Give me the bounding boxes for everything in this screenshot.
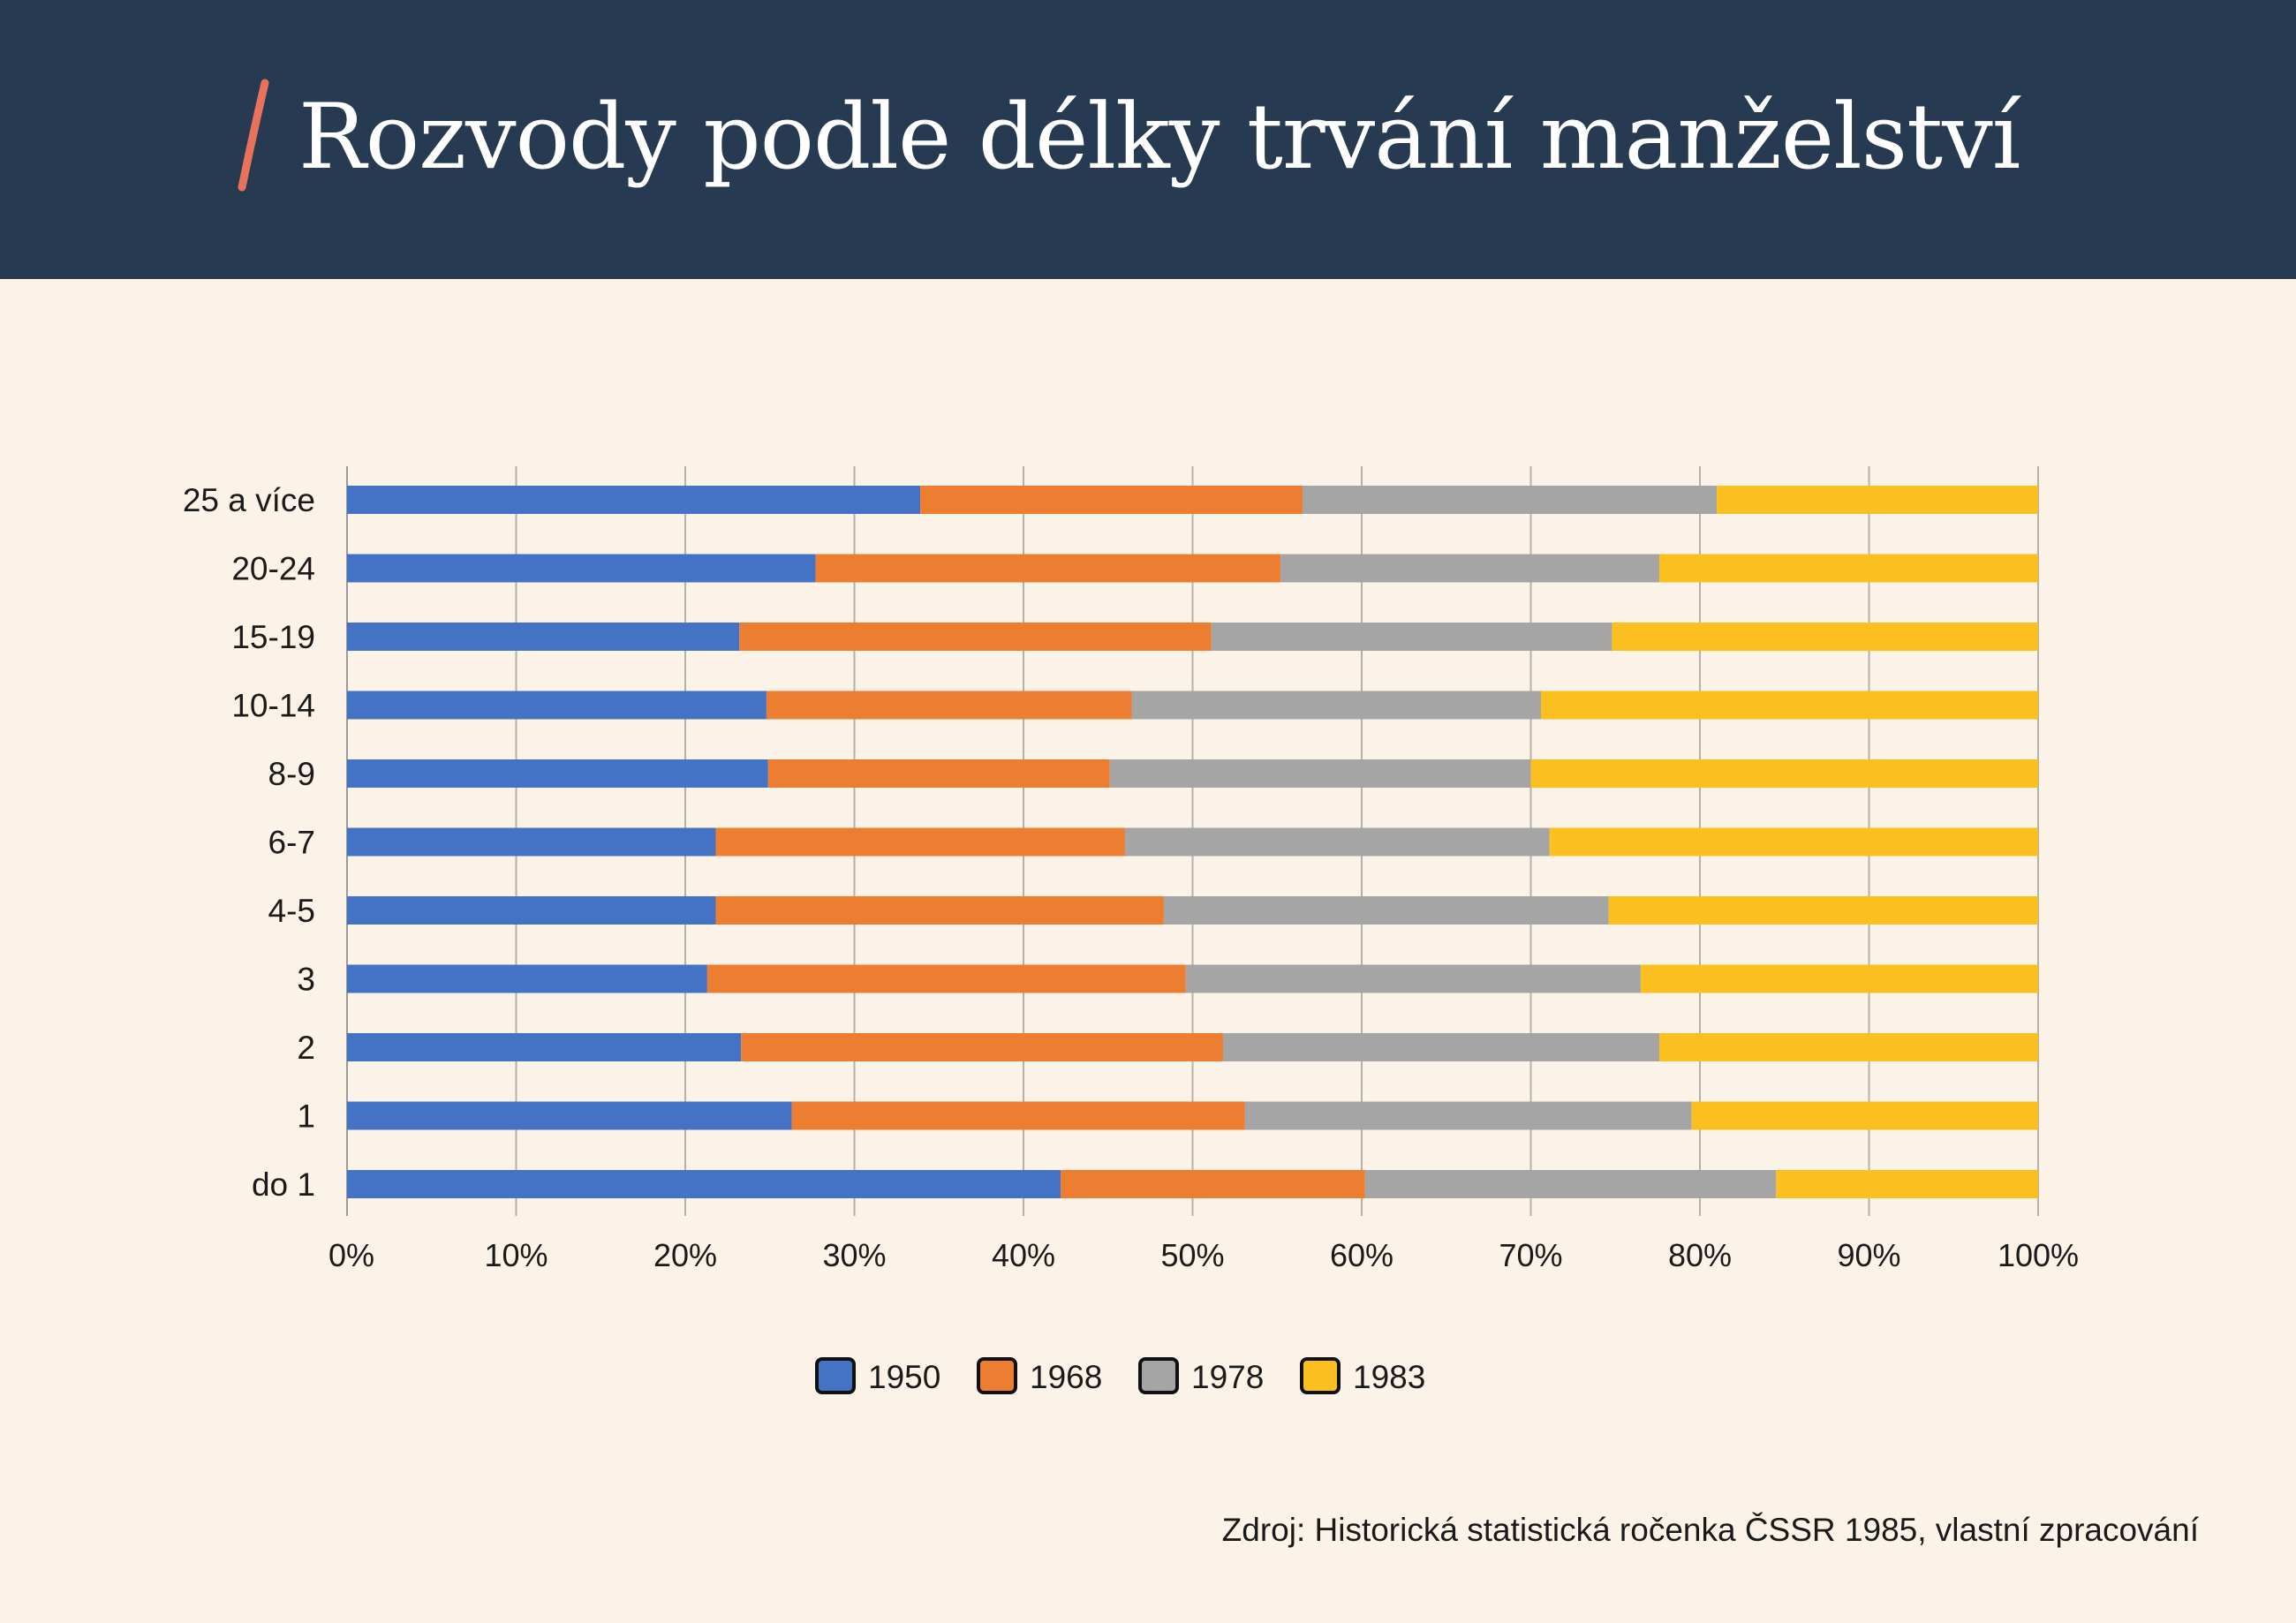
legend-swatch-1968 [977, 1357, 1017, 1394]
bar-segment-1950 [347, 759, 768, 788]
x-tick-label: 60% [1330, 1237, 1393, 1273]
bar-segment-1983 [1691, 1101, 2038, 1130]
x-tick-label: 80% [1668, 1237, 1732, 1273]
bar-segment-1983 [1540, 691, 2038, 720]
bar-segment-1978 [1211, 623, 1612, 651]
bar-segment-1968 [706, 964, 1186, 993]
y-category-label: 6-7 [268, 825, 315, 861]
bar-segment-1978 [1222, 1033, 1660, 1061]
bar-segment-1983 [1549, 827, 2038, 857]
stacked-bar-chart: 0% 10% 20% 30% 40% 50% 60% 70% 80% 90% 100% 25 a ví… [183, 466, 2079, 1395]
x-tick-label: 20% [653, 1237, 717, 1273]
bar-segment-1968 [766, 691, 1132, 720]
legend-label-1950: 1950 [868, 1359, 940, 1395]
bar-segment-1978 [1302, 486, 1718, 514]
y-category-label: 25 a více [183, 482, 315, 518]
legend-label-1983: 1983 [1353, 1359, 1425, 1395]
y-category-label: 20-24 [231, 551, 315, 587]
bar-segment-1978 [1364, 1170, 1777, 1198]
x-tick-label: 70% [1499, 1237, 1562, 1273]
header-banner: Rozvody podle délky trvání manželství [0, 0, 2296, 279]
bar-segment-1978 [1163, 896, 1609, 925]
page-title: Rozvody podle délky trvání manželství [298, 85, 2020, 190]
bar-segment-1950 [347, 486, 921, 514]
y-category-label: 2 [297, 1030, 315, 1066]
bar-segment-1968 [715, 896, 1164, 925]
x-tick-label: 50% [1160, 1237, 1224, 1273]
legend-label-1978: 1978 [1191, 1359, 1264, 1395]
bar-segment-1968 [715, 827, 1125, 857]
bar-segment-1950 [347, 691, 767, 720]
bar-segment-1983 [1640, 964, 2038, 993]
y-category-label: 10-14 [231, 688, 315, 724]
bar-segment-1983 [1717, 486, 2038, 514]
bar-segment-1950 [347, 1170, 1061, 1198]
bar-segment-1968 [741, 1033, 1223, 1061]
bar-segment-1968 [815, 554, 1281, 583]
y-category-label: 4-5 [268, 893, 315, 929]
bar-segment-1983 [1608, 896, 2038, 925]
y-category-label: 8-9 [268, 756, 315, 792]
accent-slash-icon [238, 79, 269, 192]
legend-label-1968: 1968 [1030, 1359, 1102, 1395]
bar-segment-1978 [1124, 827, 1550, 857]
legend-swatch-1950 [815, 1357, 856, 1394]
bar-segment-1983 [1776, 1170, 2038, 1198]
bar-segment-1983 [1530, 759, 2038, 788]
x-tick-label: 40% [992, 1237, 1055, 1273]
bar-segment-1968 [739, 623, 1212, 651]
legend-swatch-1983 [1300, 1357, 1341, 1394]
bar-segment-1950 [347, 1101, 792, 1130]
x-tick-label: 0% [329, 1237, 374, 1273]
bar-segment-1983 [1659, 554, 2038, 583]
bar-segment-1983 [1612, 623, 2038, 651]
bar-segment-1950 [347, 827, 716, 857]
bar-segment-1968 [920, 486, 1303, 514]
bar-segment-1968 [767, 759, 1110, 788]
x-tick-label: 30% [822, 1237, 886, 1273]
y-category-label: 15-19 [231, 619, 315, 655]
x-tick-label: 100% [1998, 1237, 2079, 1273]
bar-segment-1978 [1185, 964, 1641, 993]
x-tick-label: 10% [484, 1237, 548, 1273]
x-tick-label: 90% [1837, 1237, 1900, 1273]
chart-area: 0% 10% 20% 30% 40% 50% 60% 70% 80% 90% 100% 25 a ví… [0, 279, 2296, 1623]
y-category-label: do 1 [252, 1166, 315, 1203]
bar-segment-1983 [1659, 1033, 2038, 1061]
bar-segment-1978 [1109, 759, 1531, 788]
source-note: Zdroj: Historická statistická ročenka ČS… [1221, 1512, 2199, 1548]
bar-segment-1950 [347, 623, 740, 651]
bar-segment-1968 [1061, 1170, 1365, 1198]
bar-segment-1950 [347, 554, 816, 583]
bar-segment-1950 [347, 896, 716, 925]
y-category-label: 1 [297, 1098, 315, 1135]
bar-segment-1950 [347, 1033, 742, 1061]
bar-segment-1978 [1131, 691, 1541, 720]
y-category-label: 3 [297, 962, 315, 998]
bar-segment-1968 [791, 1101, 1245, 1130]
bar-segment-1950 [347, 964, 707, 993]
legend-swatch-1978 [1138, 1357, 1179, 1394]
bar-segment-1978 [1280, 554, 1660, 583]
bar-segment-1978 [1244, 1101, 1692, 1130]
